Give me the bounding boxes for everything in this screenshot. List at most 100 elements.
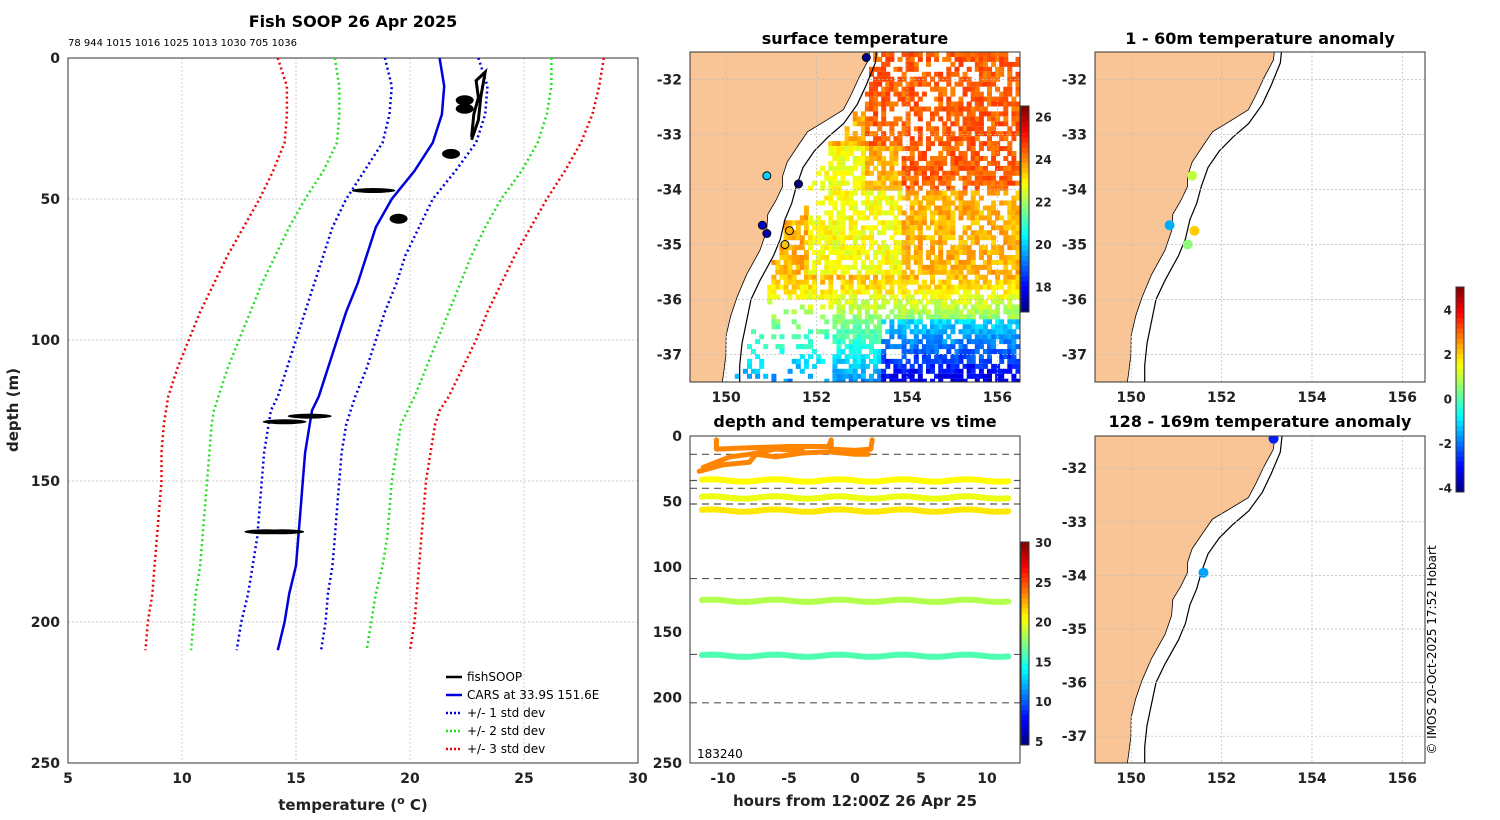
map-axes-box [1094,51,1426,383]
sst-pixel [881,373,887,379]
sst-pixel [848,170,854,176]
sst-pixel [926,205,931,211]
colorbar-segment [1021,607,1029,614]
sst-pixel [856,319,862,325]
sst-pixel [950,71,956,77]
colorbar-segment [1021,673,1029,680]
sst-pixel [1015,289,1020,295]
sst-pixel [978,146,984,152]
sst-pixel [848,165,854,171]
sst-pixel [832,319,838,325]
sst-pixel [999,111,1005,117]
sst-pixel [1007,314,1013,320]
sst-pixel [864,334,870,340]
sst-pixel [901,225,907,231]
sst-pixel [974,235,980,241]
sst-pixel [1007,141,1013,147]
colorbar-segment [1021,209,1029,215]
fishsoop-point [351,188,396,194]
sst-pixel [901,373,907,379]
sst-pixel [860,121,866,127]
sst-pixel [869,210,874,216]
sst-pixel [954,156,960,161]
profile-axes-box [67,57,639,764]
colorbar-segment [1456,435,1464,442]
colorbar-segment [1021,658,1029,665]
sst-colorbar-tick: 22 [1035,196,1052,210]
sst-pixel [913,324,919,330]
sst-pixel [950,235,956,241]
sst-pixel [909,66,915,72]
sst-pixel [913,165,919,171]
sst-pixel [897,180,903,186]
sst-pixel [856,230,862,236]
sst-pixel [946,180,952,186]
sst-pixel [787,264,793,270]
sst-pixel [767,299,773,305]
sst-pixel [897,250,903,255]
sst-pixel [958,81,964,87]
temperature-track [698,596,1012,606]
sst-pixel [938,190,944,196]
map-xtick-label: 152 [1207,390,1236,406]
sst-pixel [877,141,883,147]
sst-pixel [987,86,992,92]
sst-pixel [946,373,952,379]
sst-pixel [991,349,997,354]
sst-pixel [978,304,984,310]
sst-pixel [824,319,830,325]
sst-pixel [783,259,789,265]
sst-pixel [958,156,964,161]
sst-pixel [962,344,968,350]
sst-pixel [864,91,870,97]
sst-pixel [926,180,931,186]
depth-time-xlabel: hours from 12:00Z 26 Apr 25 [733,792,977,810]
sst-pixel [812,274,818,280]
sst-pixel [1011,205,1017,211]
sst-pixel [844,324,850,330]
sst-pixel [905,121,911,127]
colorbar-segment [1021,250,1029,256]
sst-pixel [751,349,756,354]
sst-pixel [978,116,984,122]
temperature-track [698,476,1012,485]
sst-pixel [970,324,976,330]
sst-pixel [921,76,927,82]
sst-pixel [991,146,997,152]
sst-pixel [816,240,822,246]
sst-pixel [877,190,883,196]
temperature-track [698,493,1012,502]
sst-pixel [1015,76,1020,82]
sst-pixel [978,76,984,82]
sst-colorbar-tick: 20 [1035,238,1052,252]
sst-pixel [999,52,1005,57]
sst-pixel [913,235,919,241]
sst-pixel [832,264,838,270]
sst-pixel [820,255,826,260]
sst-pixel [869,96,874,102]
sst-pixel [982,250,988,255]
sst-pixel [1007,294,1013,300]
sst-pixel [828,259,834,265]
colorbar-outline [1020,105,1030,313]
sst-pixel [889,151,895,156]
sst-pixel [832,368,838,374]
sst-pixel [1011,334,1017,340]
sst-pixel [803,279,809,285]
sst-pixel [787,294,793,300]
sst-pixel [901,52,907,57]
sst-pixel [954,284,960,290]
sst-pixel [942,160,948,166]
sst-pixel [930,378,935,382]
sst-pixel [840,160,846,166]
sst-pixel [950,299,956,305]
sst-pixel [958,160,964,166]
colorbar-segment [1021,709,1029,716]
sst-pixel [840,190,846,196]
sst-pixel [987,284,992,290]
sst-pixel [860,131,866,137]
sst-pixel [987,314,992,320]
sst-pixel [938,106,944,112]
sst-pixel [864,235,870,241]
sst-pixel [869,185,874,191]
